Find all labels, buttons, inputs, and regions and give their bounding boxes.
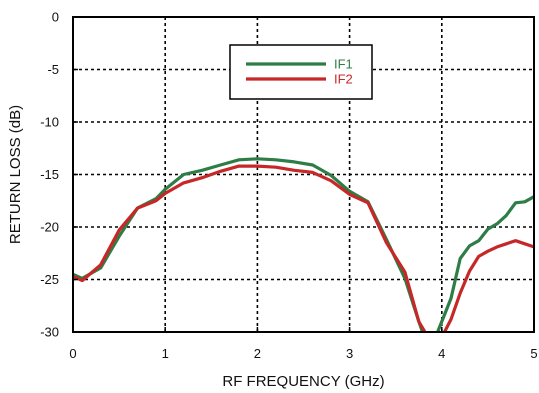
y-tick-label: -5 xyxy=(47,62,59,77)
x-tick-label: 5 xyxy=(530,346,537,361)
y-axis-title: RETURN LOSS (dB) xyxy=(7,105,24,244)
y-tick-label: -15 xyxy=(40,167,59,182)
series-line-if1 xyxy=(73,157,534,332)
y-tick-label: -25 xyxy=(40,272,59,287)
y-tick-label: -30 xyxy=(40,325,59,340)
y-tick-label: 0 xyxy=(52,10,59,25)
axis-ticks: 0 1 2 3 4 5 0 -5 -10 -15 -20 -25 -30 xyxy=(40,10,537,362)
x-tick-label: 0 xyxy=(69,346,76,361)
x-tick-label: 3 xyxy=(346,346,353,361)
y-tick-label: -20 xyxy=(40,220,59,235)
grid xyxy=(73,17,534,332)
y-tick-label: -10 xyxy=(40,115,59,130)
legend-label-if2: IF2 xyxy=(334,72,353,87)
plot-lines xyxy=(73,157,534,332)
series-line-if2 xyxy=(73,164,534,332)
legend-box xyxy=(229,44,373,100)
x-tick-label: 2 xyxy=(254,346,261,361)
legend-label-if1: IF1 xyxy=(334,57,353,72)
x-tick-label: 1 xyxy=(162,346,169,361)
x-tick-label: 4 xyxy=(438,346,445,361)
x-axis-title: RF FREQUENCY (GHz) xyxy=(222,373,384,390)
